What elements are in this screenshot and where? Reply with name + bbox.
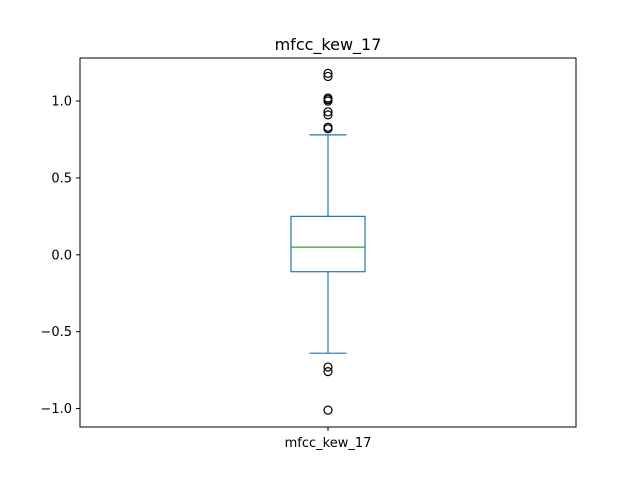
outlier-point [323, 367, 333, 377]
y-tick-label: −0.5 [40, 325, 72, 340]
outlier-point [323, 110, 333, 120]
y-axis: −1.0 −0.5 0.0 0.5 1.0 [40, 95, 80, 417]
plot-frame [79, 57, 577, 428]
outlier-point [323, 96, 333, 106]
outlier-point [323, 405, 333, 415]
x-tick-label: mfcc_kew_17 [285, 436, 372, 451]
outlier-point [323, 362, 333, 372]
y-tick-label: 0.0 [51, 248, 72, 263]
chart-title: mfcc_kew_17 [275, 35, 382, 55]
iqr-box [290, 215, 366, 273]
box-series [290, 68, 366, 415]
outlier-point [323, 124, 333, 134]
outlier-point [323, 107, 333, 117]
y-tick-label: 1.0 [51, 95, 72, 110]
x-axis: mfcc_kew_17 [285, 427, 372, 451]
outlier-point [323, 71, 333, 82]
outlier-point [323, 68, 333, 78]
y-tick-label: −1.0 [40, 402, 72, 417]
y-tick-label: 0.5 [51, 171, 72, 186]
